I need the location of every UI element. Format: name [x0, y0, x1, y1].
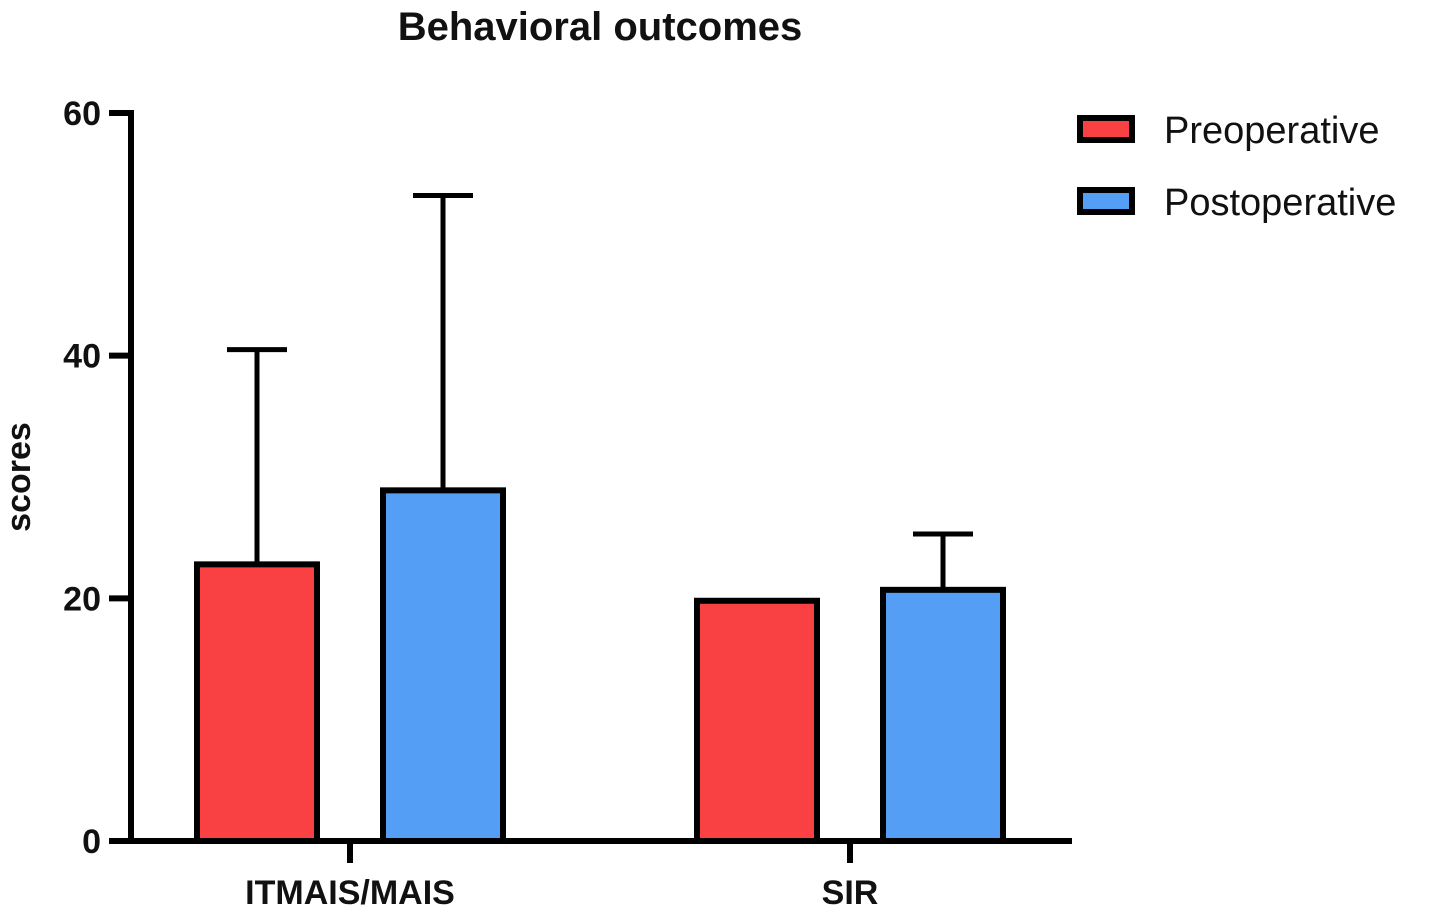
y-tick-label: 0 [82, 823, 101, 861]
y-tick-label: 60 [63, 95, 101, 133]
chart-title: Behavioral outcomes [398, 5, 803, 49]
legend: Preoperative Postoperative [1077, 110, 1396, 224]
x-tick-label: SIR [822, 874, 879, 912]
bar-postoperative-0 [380, 487, 506, 844]
legend-label-postoperative: Postoperative [1164, 182, 1396, 224]
y-tick-label: 20 [63, 580, 101, 618]
legend-swatch-preoperative [1077, 115, 1135, 143]
y-tick-label: 40 [63, 338, 101, 376]
bar-preoperative-0 [194, 561, 320, 844]
x-tick-label: ITMAIS/MAIS [245, 874, 455, 912]
y-axis-label: scores [0, 422, 38, 532]
legend-label-preoperative: Preoperative [1164, 110, 1379, 152]
bars [194, 487, 1006, 845]
x-axis: ITMAIS/MAIS SIR [128, 838, 1072, 912]
bar-preoperative-1 [694, 597, 820, 845]
legend-swatch-postoperative [1077, 187, 1135, 215]
y-axis: 0 20 40 60 [63, 95, 134, 861]
bar-postoperative-1 [880, 586, 1006, 845]
error-bars [227, 193, 973, 590]
